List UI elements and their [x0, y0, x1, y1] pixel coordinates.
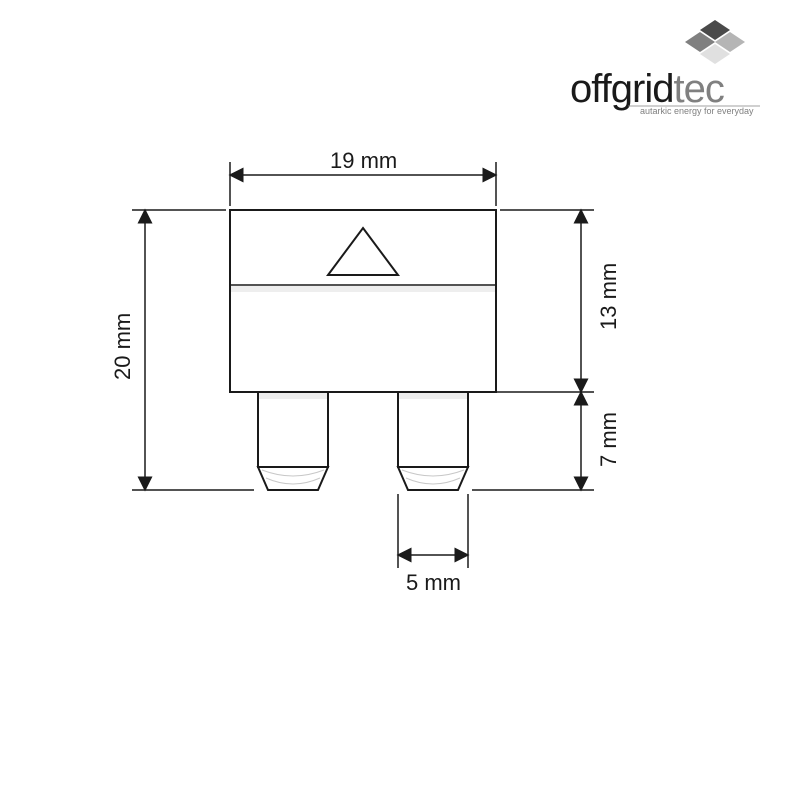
dim-leg-width-label: 5 mm: [406, 570, 461, 595]
dim-body-height-label: 13 mm: [596, 263, 621, 330]
brand-tagline: autarkic energy for everyday: [640, 106, 754, 116]
fuse-leg-right: [398, 392, 468, 490]
dim-body-height: 13 mm: [472, 210, 621, 392]
dim-width-top: 19 mm: [230, 148, 496, 206]
brand-name: offgridtec: [570, 67, 724, 111]
triangle-icon: [328, 228, 398, 275]
dim-height-left-label: 20 mm: [110, 313, 135, 380]
fuse-leg-left: [258, 392, 328, 490]
fuse-body: [230, 210, 496, 392]
dim-leg-width: 5 mm: [398, 494, 468, 595]
dim-leg-height: 7 mm: [472, 392, 621, 490]
brand-name-b: tec: [673, 67, 723, 111]
brand-name-a: offgrid: [570, 67, 673, 111]
dim-width-top-label: 19 mm: [330, 148, 397, 173]
dim-height-left: 20 mm: [110, 210, 254, 490]
dim-leg-height-label: 7 mm: [596, 412, 621, 467]
fuse-drawing: [230, 210, 496, 490]
brand-logo: offgridtec autarkic energy for everyday: [570, 20, 760, 116]
